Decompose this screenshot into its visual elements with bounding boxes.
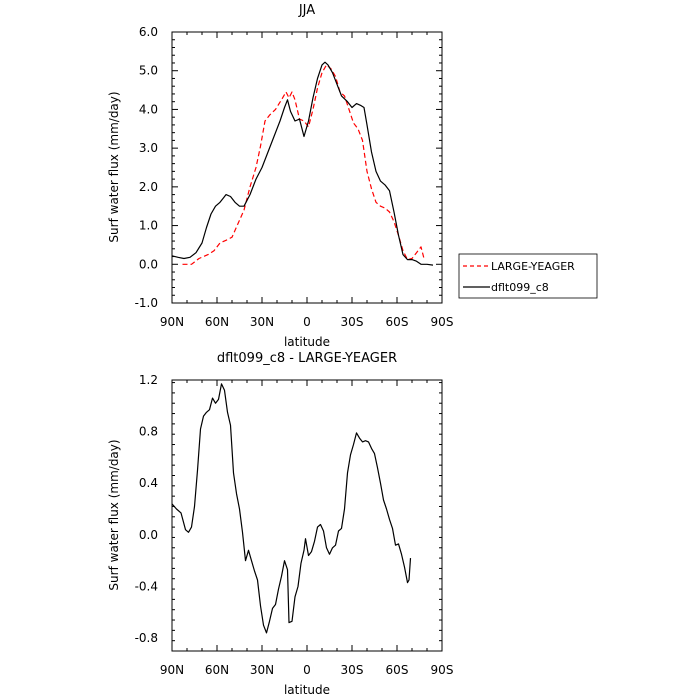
top-xtick-label: 90N <box>160 315 184 329</box>
bottom-xtick-label: 60N <box>205 663 229 677</box>
top-ytick-label: 4.0 <box>139 102 158 116</box>
legend-label-dflt099: dflt099_c8 <box>491 281 549 294</box>
bottom-chart-ylabel: Surf water flux (mm/day) <box>107 439 121 590</box>
top-chart-ticks: 90N 60N 30N 0 30S 60S 90S -1.0 0.0 1.0 2.0 3.0 4.0 5.… <box>135 25 454 329</box>
top-series-large-yeager <box>182 64 425 265</box>
bottom-ytick-label: -0.8 <box>135 631 158 645</box>
top-ytick-label: 3.0 <box>139 141 158 155</box>
top-chart: JJA 90N 60N 30N 0 30S 60S 90S -1.0 0.0 1.0 2.0 3.0 4… <box>107 3 453 349</box>
top-xtick-label: 30S <box>341 315 364 329</box>
top-chart-frame <box>171 31 443 304</box>
bottom-ytick-label: 0.4 <box>139 476 158 490</box>
top-xtick-label: 0 <box>303 315 311 329</box>
top-ytick-label: 0.0 <box>139 257 158 271</box>
top-xtick-label: 30N <box>250 315 274 329</box>
bottom-series-difference <box>171 383 412 634</box>
legend-label-large-yeager: LARGE-YEAGER <box>491 260 575 273</box>
top-chart-ylabel: Surf water flux (mm/day) <box>107 91 121 242</box>
bottom-xtick-label: 90N <box>160 663 184 677</box>
top-ytick-label: 6.0 <box>139 25 158 39</box>
bottom-xtick-label: 30S <box>341 663 364 677</box>
bottom-chart-xlabel: latitude <box>284 683 330 697</box>
bottom-ytick-label: 1.2 <box>139 373 158 387</box>
bottom-ytick-label: 0.8 <box>139 425 158 439</box>
legend: LARGE-YEAGER dflt099_c8 <box>458 253 598 299</box>
top-xtick-label: 90S <box>431 315 454 329</box>
bottom-chart-frame <box>171 379 443 652</box>
bottom-chart-ticks: 90N 60N 30N 0 30S 60S 90S -0.8 -0.4 0.0 0.4 0.8 1.2 <box>135 373 454 677</box>
top-ytick-label: 5.0 <box>139 64 158 78</box>
bottom-chart: dflt099_c8 - LARGE-YEAGER 90N 60N 30N 0 30S 6… <box>107 351 453 697</box>
top-series-dflt099-c8 <box>171 61 434 266</box>
top-ytick-label: 2.0 <box>139 180 158 194</box>
top-xtick-label: 60S <box>386 315 409 329</box>
bottom-ytick-label: -0.4 <box>135 579 158 593</box>
legend-box <box>458 253 598 299</box>
bottom-xtick-label: 0 <box>303 663 311 677</box>
top-ytick-label: -1.0 <box>135 296 158 310</box>
bottom-ytick-label: 0.0 <box>139 528 158 542</box>
top-ytick-label: 1.0 <box>139 219 158 233</box>
top-chart-title: JJA <box>298 3 315 18</box>
top-xtick-label: 60N <box>205 315 229 329</box>
bottom-chart-title: dflt099_c8 - LARGE-YEAGER <box>217 351 397 366</box>
top-chart-series <box>171 61 434 266</box>
bottom-xtick-label: 60S <box>386 663 409 677</box>
bottom-chart-series <box>171 383 412 634</box>
top-chart-xlabel: latitude <box>284 335 330 349</box>
bottom-xtick-label: 30N <box>250 663 274 677</box>
bottom-xtick-label: 90S <box>431 663 454 677</box>
